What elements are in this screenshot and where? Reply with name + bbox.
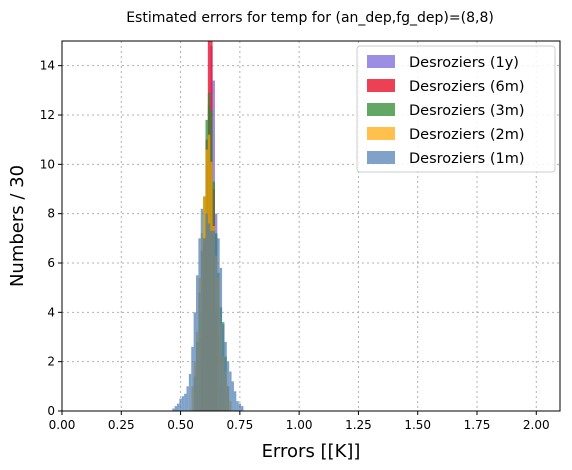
x-tick-label: 2.00: [523, 418, 550, 432]
legend-label: Desroziers (2m): [409, 127, 525, 143]
histogram-bar: [217, 238, 220, 411]
series-desroziers-1m: [172, 208, 244, 411]
legend-swatch: [367, 151, 395, 164]
legend-label: Desroziers (1y): [409, 55, 519, 71]
x-axis-ticks: 0.00 0.25 0.50 0.75 1.00 1.25 1.50 1.75 2.00: [49, 411, 550, 432]
y-tick-label: 2: [47, 355, 55, 369]
histogram-bar: [195, 275, 199, 411]
x-tick-label: 0.50: [167, 418, 194, 432]
y-tick-label: 12: [40, 108, 55, 122]
legend: Desroziers (1y) Desroziers (6m) Desroziers…: [356, 45, 556, 173]
histogram-bar: [188, 374, 192, 411]
histogram-bar: [200, 208, 204, 411]
legend-label: Desroziers (1m): [409, 151, 525, 167]
y-axis-title: Numbers / 30: [7, 165, 28, 287]
x-tick-label: 0.25: [108, 418, 135, 432]
histogram-bar: [238, 403, 242, 411]
legend-label: Desroziers (6m): [409, 79, 525, 95]
histogram-bars: [172, 41, 244, 411]
histogram-bar: [233, 391, 237, 411]
x-tick-label: 0.75: [226, 418, 253, 432]
histogram-bar: [203, 238, 206, 411]
y-axis-ticks: 0 2 4 6 8 10 12 14: [40, 59, 62, 418]
histogram-bar: [222, 324, 225, 411]
bar-group: [172, 41, 244, 411]
legend-swatch: [367, 127, 395, 140]
histogram-bar: [184, 393, 187, 411]
histogram-bar: [226, 361, 230, 411]
histogram-bar: [186, 386, 189, 411]
y-tick-label: 6: [47, 256, 55, 270]
histogram-bar: [174, 406, 178, 411]
legend-swatch: [367, 55, 395, 68]
histogram-bar: [179, 398, 182, 411]
histogram-bar: [207, 223, 211, 411]
histogram-bar: [181, 396, 185, 411]
x-axis-title: Errors [[K]]: [262, 441, 361, 462]
histogram-bar: [172, 408, 175, 411]
histogram-bar: [191, 346, 194, 411]
x-tick-label: 0.00: [49, 418, 76, 432]
y-tick-label: 8: [47, 207, 55, 221]
histogram-bar: [198, 238, 201, 411]
histogram-bar: [193, 312, 196, 411]
plot-frame: [61, 40, 561, 412]
histogram-bar: [177, 403, 180, 411]
y-tick-label: 10: [40, 157, 55, 171]
x-tick-label: 1.25: [345, 418, 372, 432]
y-tick-label: 4: [47, 305, 55, 319]
legend-label: Desroziers (3m): [409, 103, 525, 119]
x-tick-label: 1.00: [286, 418, 313, 432]
histogram-bar: [214, 233, 218, 411]
y-tick-label: 14: [40, 59, 55, 73]
legend-box: [356, 45, 556, 173]
histogram-bar: [241, 406, 244, 411]
histogram-bar: [236, 401, 239, 411]
histogram-bar: [229, 371, 232, 411]
histogram-bar: [231, 381, 234, 411]
x-tick-label: 1.75: [464, 418, 491, 432]
histogram-bar: [219, 267, 223, 411]
legend-swatch: [367, 103, 395, 116]
histogram-bar: [212, 230, 215, 411]
histogram-bar: [205, 213, 208, 411]
y-tick-label: 0: [47, 404, 55, 418]
histogram-bar: [210, 230, 213, 411]
chart-title: Estimated errors for temp for (an_dep,fg…: [126, 10, 494, 26]
legend-swatch: [367, 79, 395, 92]
x-tick-label: 1.50: [404, 418, 431, 432]
histogram-bar: [224, 341, 227, 411]
